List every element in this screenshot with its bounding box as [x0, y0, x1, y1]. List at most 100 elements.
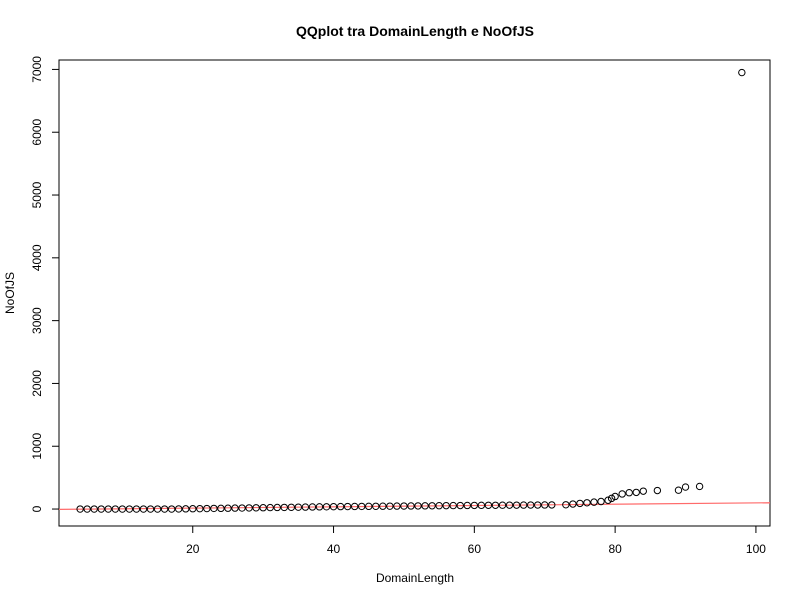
data-point [625, 489, 633, 497]
y-axis-label: NoOfJS [3, 272, 17, 314]
data-point [280, 503, 288, 512]
chart-title: QQplot tra DomainLength e NoOfJS [296, 23, 534, 39]
data-point [386, 502, 394, 510]
data-point [266, 503, 274, 512]
data-point [125, 505, 134, 513]
data-point [604, 496, 612, 504]
data-point [111, 505, 120, 513]
data-point [189, 505, 197, 513]
data-point [350, 502, 359, 511]
data-point [421, 502, 429, 510]
x-tick-label: 100 [746, 542, 766, 556]
x-axis: 20 40 60 80 100 [186, 526, 766, 556]
data-point [400, 502, 408, 510]
y-tick-label: 5000 [30, 181, 44, 208]
data-point [541, 501, 549, 509]
data-point [477, 501, 486, 510]
data-point [83, 505, 91, 513]
data-point [174, 505, 183, 513]
data-point [639, 487, 647, 495]
y-axis: 0 1000 2000 3000 4000 5000 6000 7000 [30, 56, 59, 512]
y-tick-label: 7000 [30, 56, 44, 83]
data-point [182, 505, 190, 513]
plot-frame [58, 59, 771, 527]
data-point [379, 502, 387, 510]
data-point [203, 504, 211, 513]
x-tick-label: 80 [608, 542, 622, 556]
data-point [329, 502, 338, 511]
data-point [238, 504, 246, 512]
data-point [435, 502, 443, 510]
data-point [301, 503, 310, 511]
x-axis-label: DomainLength [376, 571, 454, 585]
data-point [607, 494, 616, 503]
data-point [470, 501, 479, 510]
data-point [449, 501, 457, 510]
data-point [372, 502, 380, 510]
data-point [104, 505, 112, 513]
data-point [548, 501, 556, 509]
data-point [618, 490, 626, 498]
data-point [414, 502, 422, 510]
data-point [153, 505, 162, 513]
data-point [505, 501, 514, 509]
y-tick-label: 3000 [30, 307, 44, 334]
data-point [512, 501, 521, 509]
data-point [632, 488, 640, 497]
x-tick-label: 60 [468, 542, 482, 556]
x-tick-label: 40 [327, 542, 341, 556]
data-point [231, 504, 239, 512]
data-point [695, 482, 704, 491]
data-point [463, 501, 471, 510]
data-point [76, 505, 84, 513]
data-point [196, 504, 204, 513]
data-point [562, 501, 570, 509]
data-point [681, 483, 690, 491]
data-point [259, 504, 267, 512]
data-point [674, 486, 683, 494]
data-point [533, 501, 542, 509]
data-point [569, 500, 577, 508]
data-point [491, 501, 500, 509]
data-point [97, 505, 105, 513]
data-point [343, 502, 352, 511]
data-point [167, 505, 176, 513]
x-tick-label: 20 [186, 542, 200, 556]
data-point [738, 68, 746, 77]
y-tick-label: 2000 [30, 370, 44, 397]
data-point [224, 504, 232, 512]
data-point [217, 504, 225, 513]
data-point [294, 503, 303, 511]
data-point [484, 501, 493, 509]
data-point [273, 503, 281, 512]
y-tick-label: 0 [30, 505, 44, 512]
data-point [90, 505, 98, 513]
data-point [210, 504, 218, 513]
data-point [308, 503, 317, 511]
data-point [146, 505, 155, 513]
data-point [597, 497, 605, 506]
data-point [252, 504, 260, 512]
y-tick-label: 1000 [30, 433, 44, 460]
data-point [322, 503, 331, 511]
data-point [358, 502, 366, 511]
data-point [456, 501, 464, 510]
data-point [590, 498, 598, 506]
data-point [498, 501, 507, 509]
data-point [336, 502, 345, 511]
data-point [160, 505, 169, 513]
data-point [519, 501, 528, 509]
points-layer [76, 68, 746, 513]
data-point [365, 502, 373, 511]
data-point [407, 502, 415, 510]
data-point [611, 492, 619, 501]
data-point [315, 503, 324, 511]
data-point [583, 499, 591, 507]
data-point [428, 502, 436, 510]
data-point [118, 505, 127, 513]
data-point [287, 503, 296, 511]
data-point [245, 504, 253, 512]
data-point [576, 499, 584, 508]
data-point [442, 501, 450, 510]
